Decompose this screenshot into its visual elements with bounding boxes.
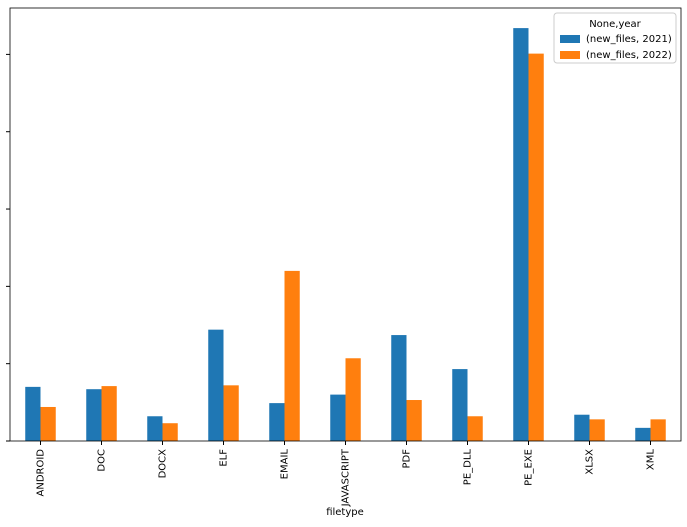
bar	[40, 406, 56, 441]
bar	[406, 400, 422, 441]
bar	[86, 389, 102, 441]
x-tick-label: PE_DLL	[463, 449, 474, 486]
x-tick-label: PDF	[402, 449, 413, 469]
x-tick-label: XLSX	[585, 449, 596, 475]
bar	[330, 394, 346, 441]
bar	[650, 419, 666, 441]
legend-label: (new_files, 2021)	[586, 34, 672, 45]
bar	[589, 419, 605, 441]
x-tick-label: ELF	[219, 449, 230, 467]
bar	[345, 358, 361, 441]
x-tick-label: DOCX	[158, 449, 169, 479]
bar	[528, 53, 544, 442]
x-tick-label: EMAIL	[280, 449, 291, 480]
x-tick-label: ANDROID	[36, 449, 47, 497]
legend-box	[553, 12, 677, 64]
legend-title: None,year	[589, 19, 641, 30]
bar	[147, 416, 163, 441]
bar	[162, 423, 178, 441]
x-tick-label: PE_EXE	[524, 449, 535, 486]
bar	[284, 270, 300, 441]
x-tick-label: DOC	[97, 449, 108, 472]
x-tick-label: XML	[646, 449, 657, 470]
x-axis-label: filetype	[326, 507, 364, 518]
bar	[25, 386, 41, 441]
bar	[101, 386, 117, 441]
bar	[467, 416, 483, 441]
legend-swatch	[560, 35, 580, 43]
bar	[391, 335, 407, 441]
bar	[635, 427, 651, 441]
bar	[452, 369, 468, 441]
bar	[223, 385, 239, 441]
x-tick-label: JAVASCRIPT	[341, 448, 352, 507]
bar	[513, 28, 529, 441]
bar	[574, 414, 590, 441]
legend-label: (new_files, 2022)	[586, 50, 672, 61]
bar	[269, 403, 285, 441]
plot-frame	[9, 7, 682, 442]
legend-swatch	[560, 51, 580, 59]
bar	[208, 329, 224, 441]
